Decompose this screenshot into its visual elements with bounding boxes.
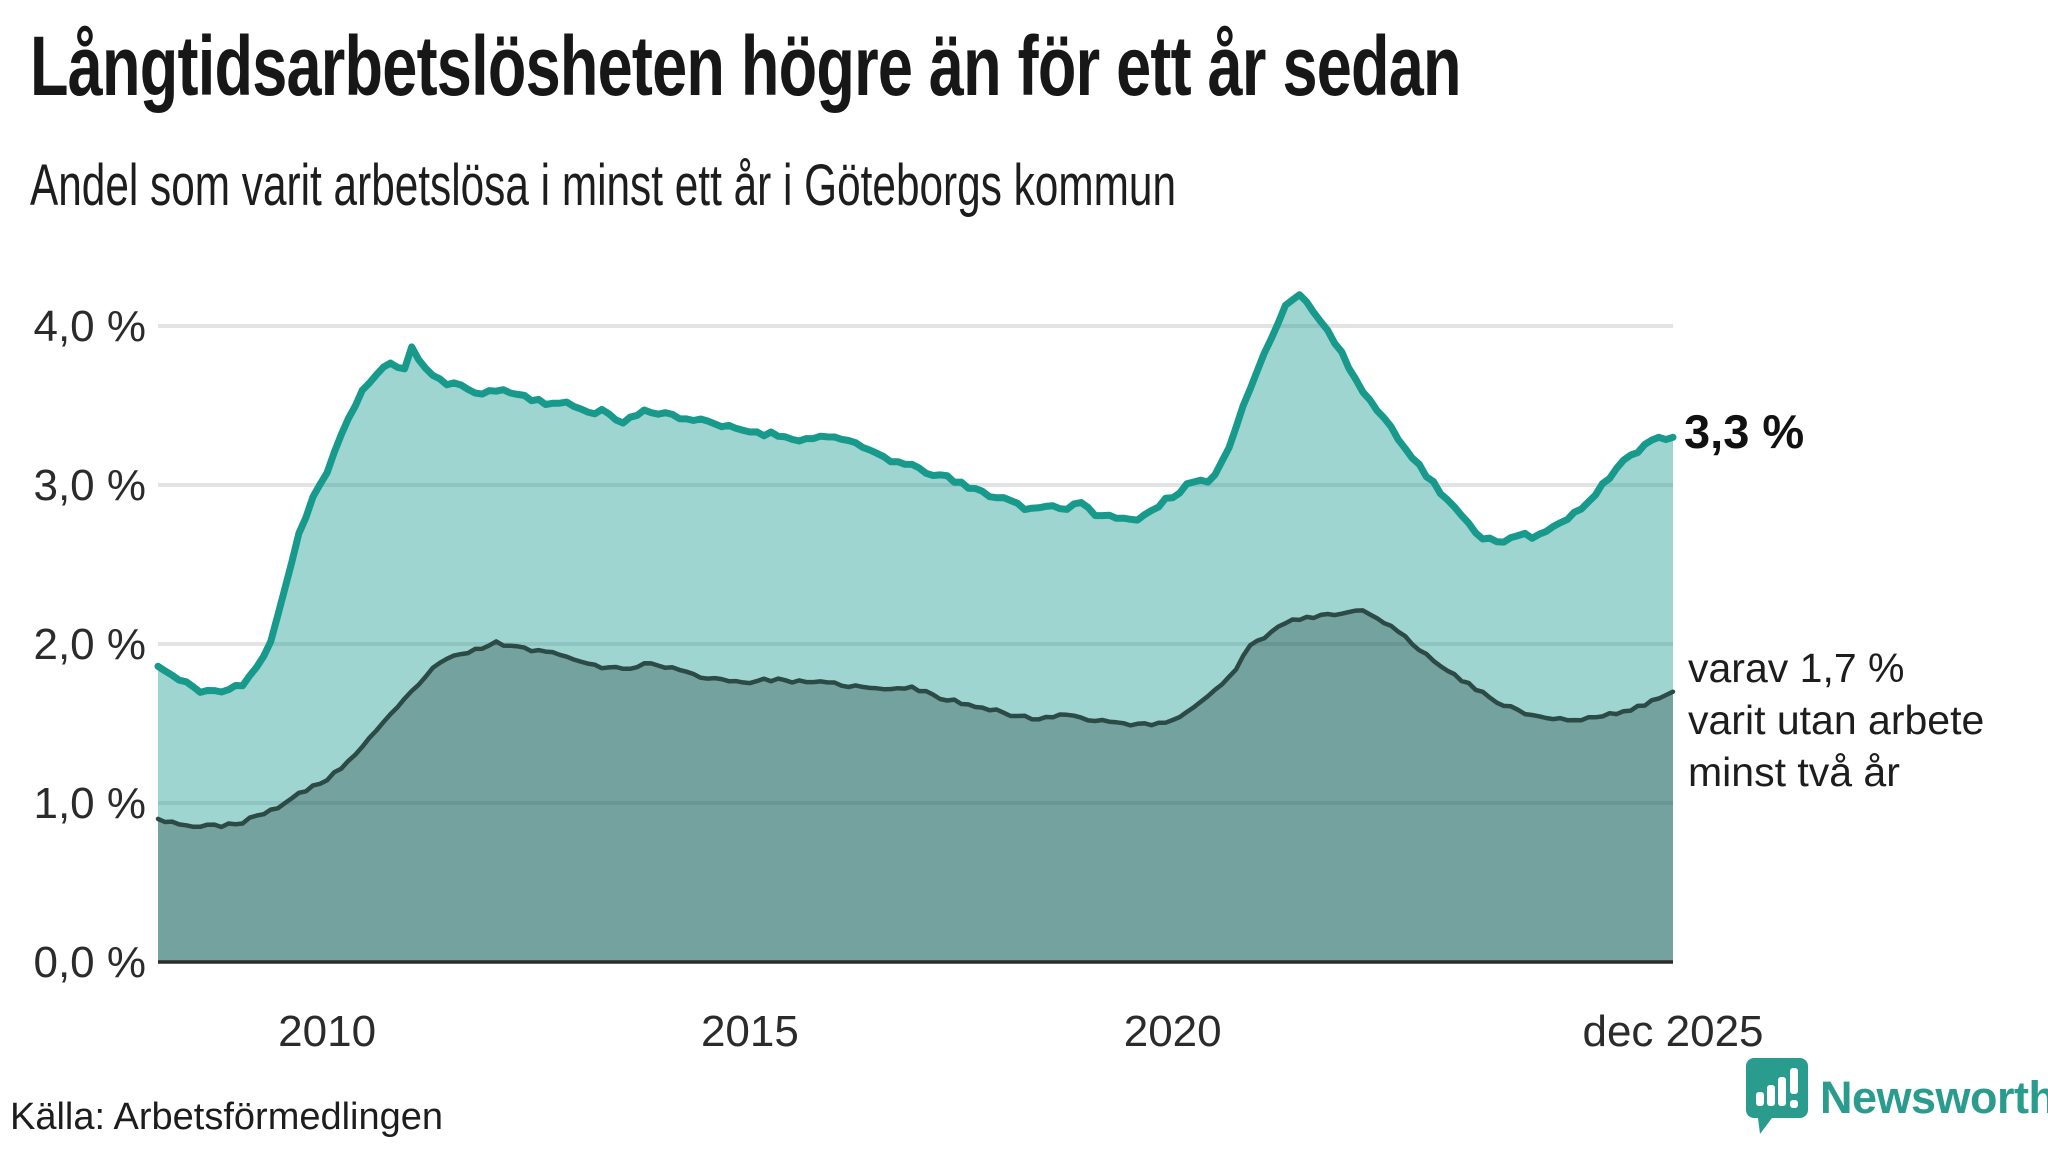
area-series-2 [158, 610, 1673, 962]
series2-annotation: varav 1,7 % varit utan arbete minst två … [1688, 645, 1985, 795]
y-tick-label: 0,0 % [33, 938, 146, 987]
y-tick-label: 3,0 % [33, 461, 146, 510]
x-tick-label: dec 2025 [1582, 1007, 1763, 1056]
area-series-1 [158, 294, 1673, 962]
newsworthy-pin-icon [1746, 1058, 1808, 1134]
series1-end-value-label: 3,3 % [1684, 405, 1805, 458]
newsworthy-logo: Newsworthy [1746, 1058, 2048, 1140]
x-tick-label: 2020 [1124, 1007, 1222, 1056]
line-series-2 [155, 608, 1676, 830]
x-tick-label: 2010 [278, 1007, 376, 1056]
y-tick-label: 2,0 % [33, 620, 146, 669]
y-tick-label: 1,0 % [33, 779, 146, 828]
y-tick-label: 4,0 % [33, 302, 146, 351]
line-series-1 [154, 291, 1677, 696]
source-note: Källa: Arbetsförmedlingen [10, 1096, 444, 1138]
newsworthy-logo-text: Newsworthy [1820, 1072, 2048, 1123]
chart-title: Långtidsarbetslösheten högre än för ett … [30, 19, 1462, 113]
chart-subtitle: Andel som varit arbetslösa i minst ett å… [30, 153, 1176, 218]
x-tick-label: 2015 [701, 1007, 799, 1056]
